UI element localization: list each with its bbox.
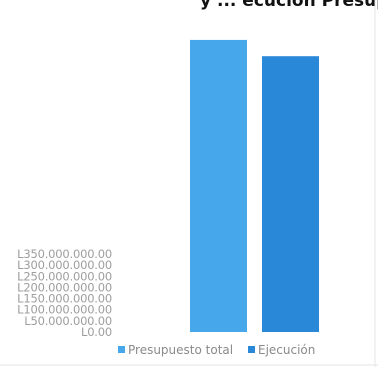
bars-group (190, 39, 319, 332)
legend-label: Ejecución (258, 343, 315, 357)
legend-swatch (248, 346, 255, 353)
y-tick-label: L300.000.000.00 (17, 258, 112, 272)
y-axis-tick-labels: L0.00L50.000.000.00L100.000.000.00L150.0… (17, 247, 112, 339)
legend-label: Presupuesto total (128, 343, 233, 357)
chart-title: y ... ecución Presupuestaria (200, 0, 378, 11)
y-tick-label: L200.000.000.00 (17, 280, 112, 294)
bar-ejecucion (262, 56, 319, 332)
legend: Presupuesto total Ejecución (118, 343, 315, 357)
y-tick-label: L150.000.000.00 (17, 292, 112, 306)
y-tick-label: L250.000.000.00 (17, 269, 112, 283)
bar-presupuesto-total (190, 39, 247, 332)
y-tick-label: L100.000.000.00 (17, 303, 112, 317)
y-tick-label: L50.000.000.00 (24, 314, 112, 328)
y-tick-label: L350.000.000.00 (17, 247, 112, 261)
legend-swatch (118, 346, 125, 353)
y-tick-label: L0.00 (81, 325, 112, 339)
